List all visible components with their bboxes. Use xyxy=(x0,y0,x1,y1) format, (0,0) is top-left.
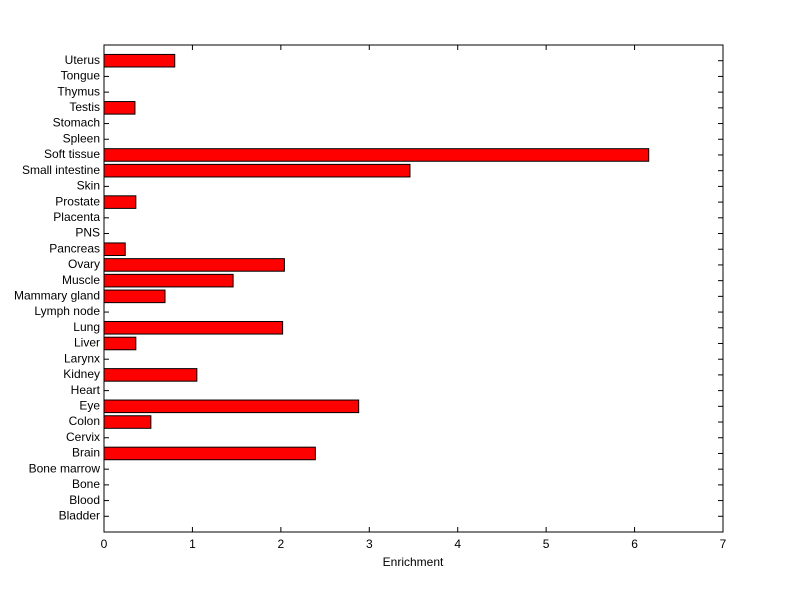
bar xyxy=(103,101,136,115)
bar xyxy=(103,273,234,288)
y-tick-label: Spleen xyxy=(63,131,100,145)
y-tick-label: Blood xyxy=(69,493,100,507)
y-tick-label: Testis xyxy=(69,100,100,114)
x-tick-label: 4 xyxy=(454,537,461,551)
y-tick-label: Heart xyxy=(71,383,101,397)
y-tick-label: Bone xyxy=(72,477,100,491)
y-tick-label: Lung xyxy=(73,320,100,334)
y-tick-label: Ovary xyxy=(68,257,100,271)
y-tick-label: Kidney xyxy=(63,367,100,381)
x-tick-label: 0 xyxy=(101,537,108,551)
y-tick-label: Stomach xyxy=(53,116,100,130)
x-tick-label: 2 xyxy=(278,537,285,551)
bar xyxy=(103,289,166,304)
y-tick-label: Pancreas xyxy=(49,241,100,255)
bar xyxy=(103,336,137,351)
y-tick-label: Mammary gland xyxy=(14,289,100,303)
x-tick-label: 7 xyxy=(720,537,727,551)
bar xyxy=(103,53,176,68)
bar xyxy=(103,258,285,272)
bar xyxy=(103,415,152,429)
bar xyxy=(103,148,650,162)
y-tick-label: Bone marrow xyxy=(29,461,101,475)
bar xyxy=(103,163,411,178)
y-tick-label: Small intestine xyxy=(22,163,100,177)
y-tick-label: Colon xyxy=(69,414,100,428)
y-tick-label: Uterus xyxy=(65,53,100,67)
bar xyxy=(103,446,316,461)
bar xyxy=(103,320,284,335)
y-tick-label: PNS xyxy=(75,226,100,240)
x-tick-label: 3 xyxy=(366,537,373,551)
y-tick-label: Eye xyxy=(79,398,100,412)
y-tick-label: Prostate xyxy=(55,194,100,208)
bar xyxy=(103,242,126,257)
y-tick-label: Liver xyxy=(74,336,100,350)
y-tick-label: Skin xyxy=(77,179,100,193)
x-tick-label: 1 xyxy=(189,537,196,551)
bar xyxy=(103,399,360,414)
y-tick-label: Brain xyxy=(72,446,100,460)
y-tick-label: Muscle xyxy=(62,273,100,287)
y-tick-label: Placenta xyxy=(53,210,100,224)
x-tick-label: 5 xyxy=(543,537,550,551)
y-tick-label: Bladder xyxy=(59,508,100,522)
x-tick-label: 6 xyxy=(631,537,638,551)
y-tick-label: Cervix xyxy=(66,430,100,444)
y-tick-label: Lymph node xyxy=(34,304,100,318)
y-tick-label: Soft tissue xyxy=(44,147,100,161)
y-tick-label: Tongue xyxy=(61,69,101,83)
y-tick-label: Thymus xyxy=(57,84,100,98)
x-axis-label: Enrichment xyxy=(383,555,444,569)
bar xyxy=(103,368,198,382)
bar xyxy=(103,195,137,209)
y-tick-label: Larynx xyxy=(64,351,100,365)
